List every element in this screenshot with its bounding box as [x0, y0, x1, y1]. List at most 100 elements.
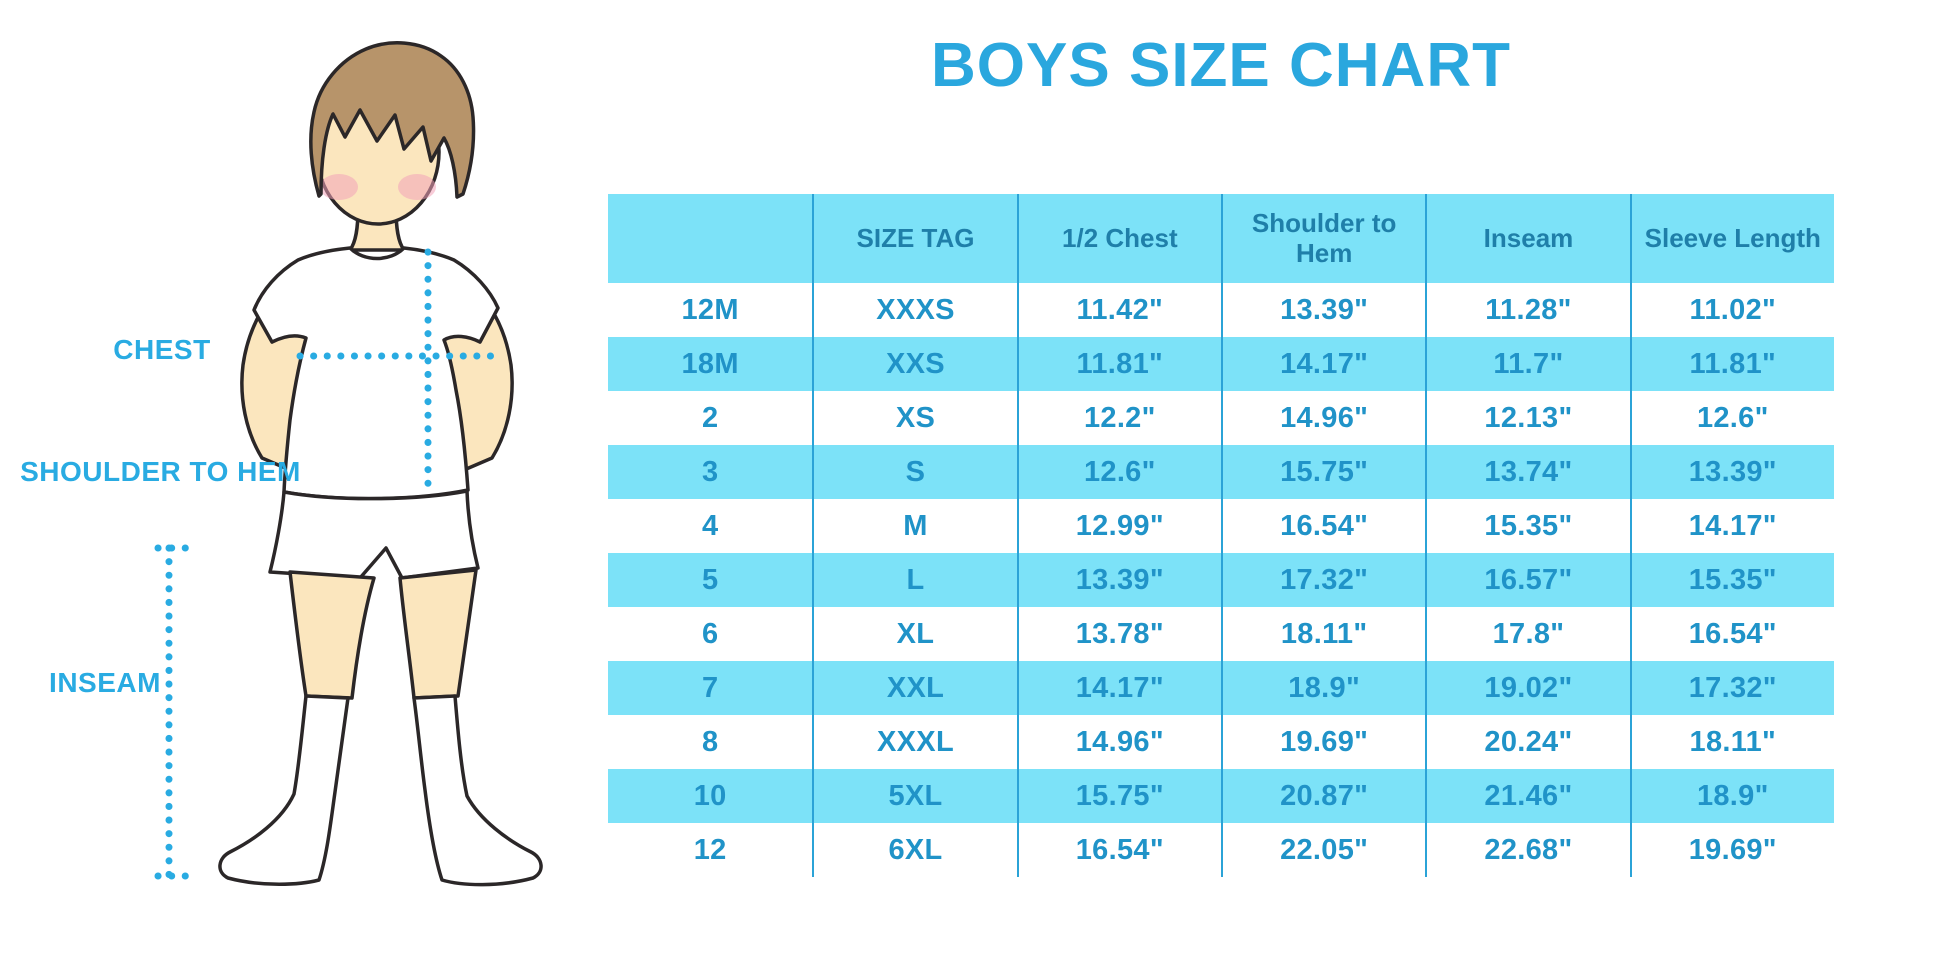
measurement-cell: XL — [812, 607, 1016, 661]
measurement-cell: 13.78" — [1016, 607, 1221, 661]
table-row-3: 3 S 12.6" 15.75" 13.74" 13.39" — [608, 445, 1834, 499]
measurement-cell: 11.81" — [1629, 337, 1834, 391]
measurement-cell: 11.28" — [1425, 283, 1629, 337]
measurement-cell: 18.11" — [1220, 607, 1425, 661]
column-header-size — [608, 194, 813, 283]
measurement-cell: 16.54" — [1629, 607, 1834, 661]
measurement-cell: 22.68" — [1425, 823, 1629, 877]
right-cheek — [398, 174, 436, 200]
measurement-cell: 12.6" — [1016, 445, 1221, 499]
measurement-cell: S — [812, 445, 1016, 499]
measurement-cell: 14.17" — [1629, 499, 1834, 553]
measurement-cell: 13.74" — [1425, 445, 1629, 499]
row-size-label: 8 — [701, 725, 719, 758]
measurement-cell: 21.46" — [1425, 769, 1629, 823]
table-row-7: 7 XXL 14.17" 18.9" 19.02" 17.32" — [608, 661, 1834, 715]
measurement-cell: 12.6" — [1629, 391, 1834, 445]
table-row-2: 2 XS 12.2" 14.96" 12.13" 12.6" — [608, 391, 1834, 445]
measurement-cell: 11.02" — [1629, 283, 1834, 337]
measurement-cell: 20.87" — [1220, 769, 1425, 823]
shoulder-to-hem-label: SHOULDER TO HEM — [20, 456, 301, 487]
measurement-cell: 17.32" — [1220, 553, 1425, 607]
column-header-size-tag: SIZE TAG — [812, 194, 1017, 283]
measurement-cell: 17.8" — [1425, 607, 1629, 661]
measurement-cell: 12.99" — [1016, 499, 1221, 553]
measurement-cell: 19.69" — [1629, 823, 1834, 877]
page-title: BOYS SIZE CHART — [931, 31, 1511, 100]
measurement-cell: 13.39" — [1629, 445, 1834, 499]
measurement-cell: XS — [812, 391, 1016, 445]
measurement-cell: 11.81" — [1016, 337, 1221, 391]
left-cheek — [320, 174, 358, 200]
boy-illustration — [154, 41, 543, 887]
measurement-cell: M — [812, 499, 1016, 553]
measurement-cell: 19.69" — [1220, 715, 1425, 769]
measurement-cell: 12.2" — [1016, 391, 1221, 445]
measurement-cell: 15.35" — [1629, 553, 1834, 607]
table-row-10: 10 5XL 15.75" 20.87" 21.46" 18.9" — [608, 769, 1834, 823]
measurement-cell: 16.54" — [1220, 499, 1425, 553]
measurement-cell: L — [812, 553, 1016, 607]
measurement-cell: 14.17" — [1220, 337, 1425, 391]
table-row-8: 8 XXXL 14.96" 19.69" 20.24" 18.11" — [608, 715, 1834, 769]
right-leg — [398, 568, 478, 700]
table-row-5: 5 L 13.39" 17.32" 16.57" 15.35" — [608, 553, 1834, 607]
measurement-cell: 13.39" — [1016, 553, 1221, 607]
measurement-cell: 6XL — [812, 823, 1016, 877]
measurement-cell: 18.11" — [1629, 715, 1834, 769]
measurement-cell: 20.24" — [1425, 715, 1629, 769]
row-size-label: 18M — [681, 347, 739, 380]
measurement-cell: 13.39" — [1220, 283, 1425, 337]
measurement-cell: 16.54" — [1016, 823, 1221, 877]
table-header-row: SIZE TAG 1/2 Chest Shoulder to Hem Inseam Sl… — [608, 194, 1834, 283]
measurement-cell: 15.75" — [1220, 445, 1425, 499]
left-leg — [288, 570, 376, 700]
measurement-cell: 22.05" — [1220, 823, 1425, 877]
inseam-label: INSEAM — [49, 667, 161, 698]
table-row-6: 6 XL 13.78" 18.11" 17.8" 16.54" — [608, 607, 1834, 661]
measurement-cell: 11.7" — [1425, 337, 1629, 391]
table-body: 12M XXXS 11.42" 13.39" 11.28" 11.02" 18M XXS 11.… — [608, 283, 1834, 877]
chest-label: CHEST — [113, 334, 211, 365]
row-size-label: 3 — [701, 455, 719, 488]
measurement-figure: CHEST SHOULDER TO HEM INSEAM — [0, 0, 560, 973]
measurement-cell: 14.17" — [1016, 661, 1221, 715]
table-row-4: 4 M 12.99" 16.54" 15.35" 14.17" — [608, 499, 1834, 553]
column-header-shoulder-to-hem: Shoulder to Hem — [1220, 194, 1426, 283]
measurement-cell: XXXS — [812, 283, 1016, 337]
size-table: SIZE TAG 1/2 Chest Shoulder to Hem Inseam Sl… — [608, 194, 1834, 877]
table-row-12: 12 6XL 16.54" 22.05" 22.68" 19.69" — [608, 823, 1834, 877]
measurement-cell: 12.13" — [1425, 391, 1629, 445]
row-size-label: 7 — [701, 671, 719, 704]
shorts-shape — [268, 489, 480, 580]
measurement-cell: 18.9" — [1220, 661, 1425, 715]
row-size-label: 12M — [681, 293, 739, 326]
measurement-cell: 15.35" — [1425, 499, 1629, 553]
column-header-sleeve-length: Sleeve Length — [1629, 194, 1834, 283]
measurement-cell: XXXL — [812, 715, 1016, 769]
measurement-cell: 19.02" — [1425, 661, 1629, 715]
table-row-18m: 18M XXS 11.81" 14.17" 11.7" 11.81" — [608, 337, 1834, 391]
row-size-label: 12 — [693, 833, 727, 866]
measurement-cell: 15.75" — [1016, 769, 1221, 823]
measurement-cell: 16.57" — [1425, 553, 1629, 607]
row-size-label: 4 — [701, 509, 719, 542]
row-size-label: 6 — [701, 617, 719, 650]
column-header-inseam: Inseam — [1425, 194, 1630, 283]
table-row-12m: 12M XXXS 11.42" 13.39" 11.28" 11.02" — [608, 283, 1834, 337]
column-header-1-2-chest: 1/2 Chest — [1016, 194, 1221, 283]
measurement-cell: XXL — [812, 661, 1016, 715]
measurement-cell: 17.32" — [1629, 661, 1834, 715]
row-size-label: 10 — [693, 779, 727, 812]
hair-shape — [309, 41, 476, 199]
measurement-cell: 5XL — [812, 769, 1016, 823]
row-size-label: 2 — [701, 401, 719, 434]
measurement-cell: 14.96" — [1016, 715, 1221, 769]
measurement-cell: 18.9" — [1629, 769, 1834, 823]
row-size-label: 5 — [701, 563, 719, 596]
right-sock — [412, 694, 543, 887]
measurement-cell: 11.42" — [1016, 283, 1221, 337]
measurement-cell: XXS — [812, 337, 1016, 391]
measurement-cell: 14.96" — [1220, 391, 1425, 445]
